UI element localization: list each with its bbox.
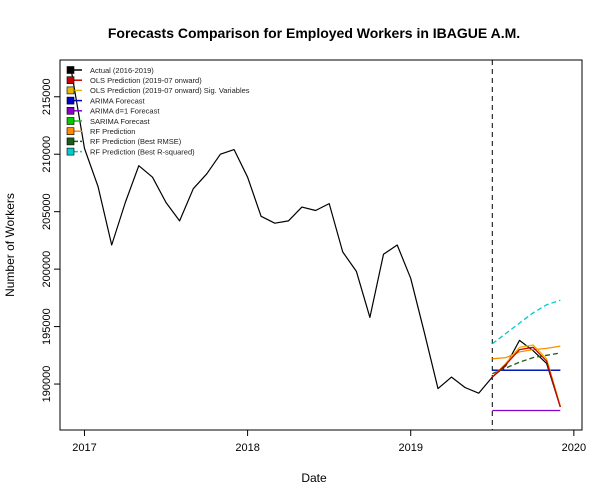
y-tick-label: 195000	[41, 308, 53, 345]
x-axis-label: Date	[301, 471, 327, 485]
legend-label-7: RF Prediction (Best RMSE)	[90, 137, 182, 146]
legend-label-6: RF Prediction	[90, 127, 135, 136]
legend-swatch-1	[66, 76, 75, 84]
x-tick-label: 2019	[398, 442, 422, 454]
legend-swatch-5	[66, 117, 75, 125]
series-layer	[70, 67, 561, 412]
legend-label-5: SARIMA Forecast	[90, 117, 151, 126]
legend: Actual (2016-2019)OLS Prediction (2019-0…	[66, 66, 250, 156]
legend-swatch-4	[66, 107, 75, 115]
legend-label-0: Actual (2016-2019)	[90, 66, 154, 75]
y-axis-label: Number of Workers	[3, 193, 17, 297]
plot-area	[59, 59, 583, 431]
y-tick-label: 210000	[41, 136, 53, 173]
legend-label-4: ARIMA d=1 Forecast	[90, 107, 160, 116]
legend-swatch-6	[66, 127, 75, 135]
legend-label-8: RF Prediction (Best R-squared)	[90, 147, 195, 156]
y-tick-label: 190000	[41, 366, 53, 403]
series-line-7	[492, 352, 561, 375]
x-tick-label: 2017	[72, 442, 96, 454]
y-tick-label: 200000	[41, 251, 53, 288]
legend-swatch-2	[66, 86, 75, 95]
legend-label-1: OLS Prediction (2019-07 onward)	[90, 76, 202, 85]
y-tick-label: 205000	[41, 193, 53, 230]
series-line-1	[491, 346, 561, 408]
legend-swatch-3	[66, 96, 75, 105]
legend-swatch-7	[66, 137, 75, 146]
legend-label-2: OLS Prediction (2019-07 onward) Sig. Var…	[90, 86, 250, 95]
series-line-0	[70, 67, 561, 408]
legend-label-3: ARIMA Forecast	[90, 96, 146, 105]
chart-title: Forecasts Comparison for Employed Worker…	[108, 25, 520, 41]
y-axis: 190000 195000 200000 205000 210000 215000	[41, 78, 60, 402]
series-line-8	[491, 299, 561, 345]
plot-frame	[59, 59, 583, 431]
legend-swatch-8	[66, 147, 75, 156]
x-tick-label: 2020	[562, 442, 586, 454]
x-axis: 2017 2018 2019 2020	[72, 430, 586, 454]
legend-swatch-0	[66, 66, 75, 74]
series-line-6	[492, 345, 561, 360]
y-tick-label: 215000	[41, 78, 53, 115]
x-tick-label: 2018	[235, 442, 259, 454]
